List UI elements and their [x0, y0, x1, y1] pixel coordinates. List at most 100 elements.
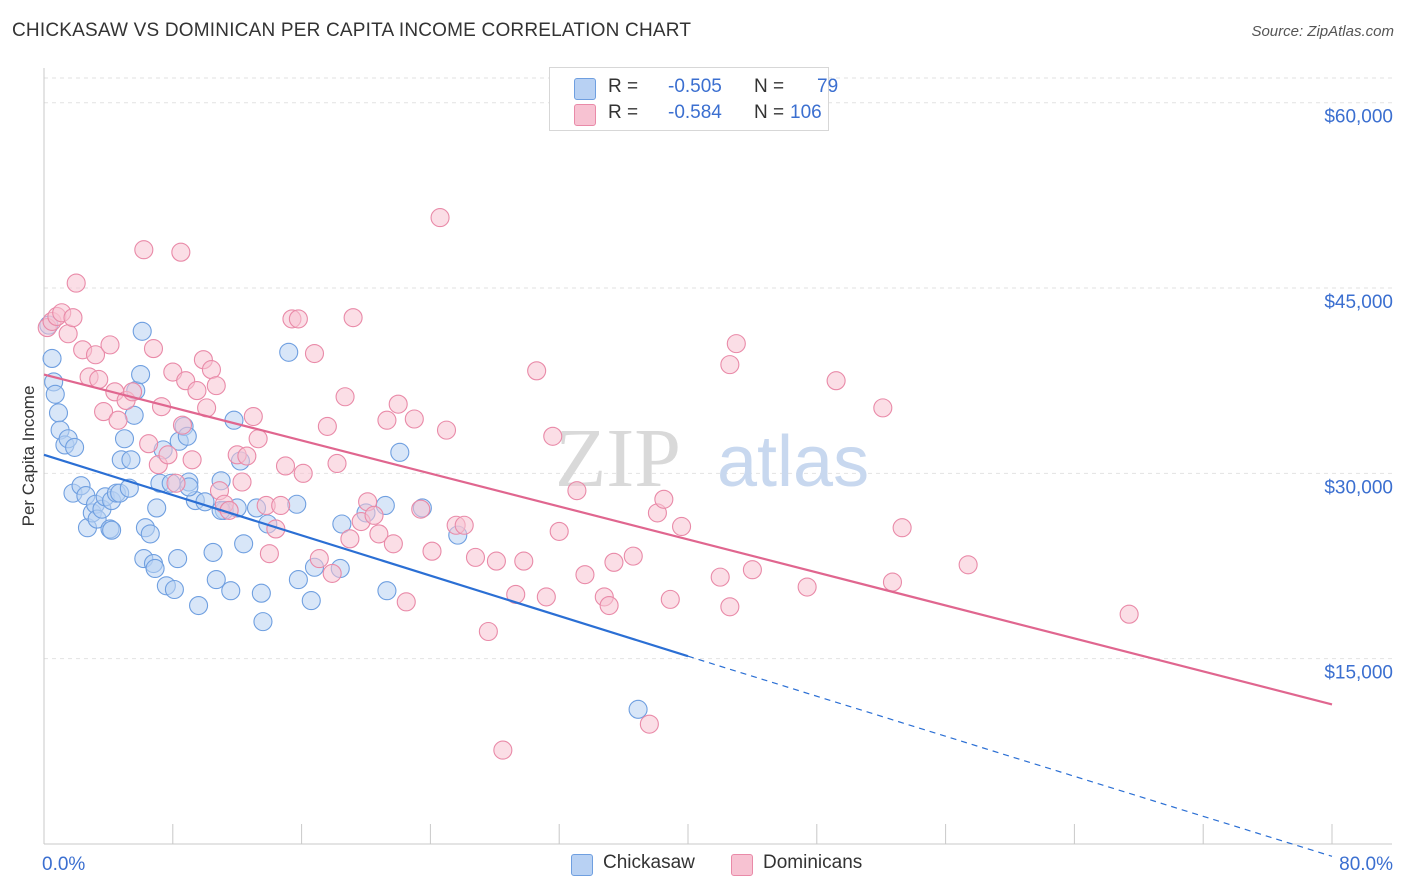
dominicans-point — [166, 473, 186, 493]
chickasaw-point — [145, 558, 165, 579]
y-tick-label: $15,000 — [1324, 663, 1393, 684]
dominicans-point — [139, 434, 159, 454]
x-tick-label-max: 80.0% — [1339, 854, 1393, 875]
dominicans-point — [720, 597, 740, 617]
dominicans-point — [187, 381, 207, 401]
dominicans-point — [182, 450, 202, 470]
dominicans-point — [309, 549, 329, 569]
chickasaw-point — [132, 321, 152, 341]
chickasaw-point — [164, 579, 184, 600]
dominicans-point — [94, 402, 114, 422]
dominicans-point — [567, 481, 587, 501]
chickasaw-point — [224, 410, 244, 430]
dominicans-point — [201, 360, 221, 380]
dominicans-point — [58, 324, 78, 344]
chickasaw-point — [140, 524, 160, 544]
y-tick-label: $60,000 — [1324, 107, 1393, 128]
dominicans-point — [134, 240, 154, 260]
chickasaw-point — [279, 342, 299, 362]
dominicans-point — [335, 387, 355, 407]
dominicans-point — [293, 463, 313, 483]
dominicans-point — [404, 409, 424, 429]
chickasaw-swatch — [574, 78, 596, 100]
dominicans-point — [543, 426, 563, 446]
chickasaw-point — [147, 498, 167, 518]
dominicans-point — [873, 398, 893, 418]
dominicans-point — [536, 587, 556, 607]
dominicans-point — [486, 551, 506, 571]
chickasaw-point — [168, 549, 188, 569]
dominicans-point — [742, 560, 762, 580]
dominicans-point — [478, 621, 498, 642]
dominicans-point — [710, 567, 730, 587]
dominicans-n-value: 106 — [790, 102, 822, 123]
dominicans-point — [411, 499, 431, 519]
chickasaw-point — [114, 429, 135, 449]
chickasaw-point — [203, 542, 223, 562]
chickasaw-point — [628, 699, 648, 719]
dominicans-point — [206, 376, 226, 396]
dominicans-point — [882, 572, 903, 592]
chickasaw-point — [65, 437, 85, 457]
chickasaw-point — [377, 581, 397, 601]
chickasaw-point — [221, 581, 241, 601]
dominicans-point — [672, 516, 692, 537]
chickasaw-point — [253, 612, 273, 632]
dominicans-point — [422, 541, 442, 561]
y-tick-label: $45,000 — [1324, 292, 1393, 313]
dominicans-point — [514, 551, 534, 571]
dominicans-point — [158, 445, 178, 465]
dominicans-trend-line — [43, 373, 1333, 706]
dominicans-point — [604, 552, 624, 572]
chickasaw-point — [332, 514, 352, 534]
chickasaw-point — [45, 384, 65, 404]
dominicans-point — [436, 420, 457, 440]
chickasaw-label: Chickasaw — [603, 852, 695, 873]
dominicans-point — [343, 308, 363, 328]
chickasaw-point — [234, 534, 254, 554]
x-tick-label-min: 0.0% — [42, 854, 85, 875]
dominicans-point — [430, 208, 450, 228]
chickasaw-point — [287, 494, 307, 514]
dominicans-point — [259, 544, 279, 564]
axis-labels: $15,000 $30,000 $45,000 $60,000 0.0% 80.0% Per… — [19, 107, 1393, 875]
dominicans-point — [66, 273, 86, 293]
correlation-legend: R = -0.505 N = 79 R = -0.584 N = 106 — [549, 67, 838, 131]
dominicans-point — [85, 345, 106, 365]
y-axis-title: Per Capita Income — [19, 386, 38, 527]
dominicans-point — [317, 416, 337, 436]
chickasaw-point — [42, 348, 62, 369]
chickasaw-point — [288, 570, 308, 590]
trend-lines — [43, 373, 1333, 857]
dominicans-point — [89, 369, 109, 390]
n-label: N = — [754, 76, 785, 97]
dominicans-point — [892, 518, 912, 538]
dominicans-point — [396, 592, 416, 612]
dominicans-point — [369, 524, 389, 544]
dominicans-label: Dominicans — [763, 852, 863, 873]
dominicans-point — [454, 515, 474, 535]
dominicans-point — [304, 343, 325, 364]
dominicans-point — [275, 456, 296, 476]
dominicans-point — [797, 577, 817, 597]
dominicans-swatch — [731, 854, 753, 876]
dominicans-point — [237, 446, 257, 466]
source-label: Source: ZipAtlas.com — [1251, 23, 1394, 40]
chickasaw-point — [206, 570, 226, 590]
dominicans-point — [623, 546, 643, 566]
chickasaw-trend-extension — [687, 655, 1333, 857]
dominicans-point — [660, 589, 680, 609]
r-label: R = — [608, 76, 639, 97]
chickasaw-point — [390, 442, 410, 462]
dominicans-point — [575, 565, 595, 585]
dominicans-point — [243, 406, 263, 427]
dominicans-swatch — [574, 104, 596, 126]
dominicans-point — [527, 361, 547, 381]
chickasaw-point — [301, 591, 321, 611]
dominicans-point — [388, 394, 408, 414]
dominicans-point — [171, 242, 191, 262]
chickasaw-swatch — [571, 854, 593, 876]
dominicans-point — [493, 740, 513, 760]
dominicans-point — [172, 415, 193, 435]
